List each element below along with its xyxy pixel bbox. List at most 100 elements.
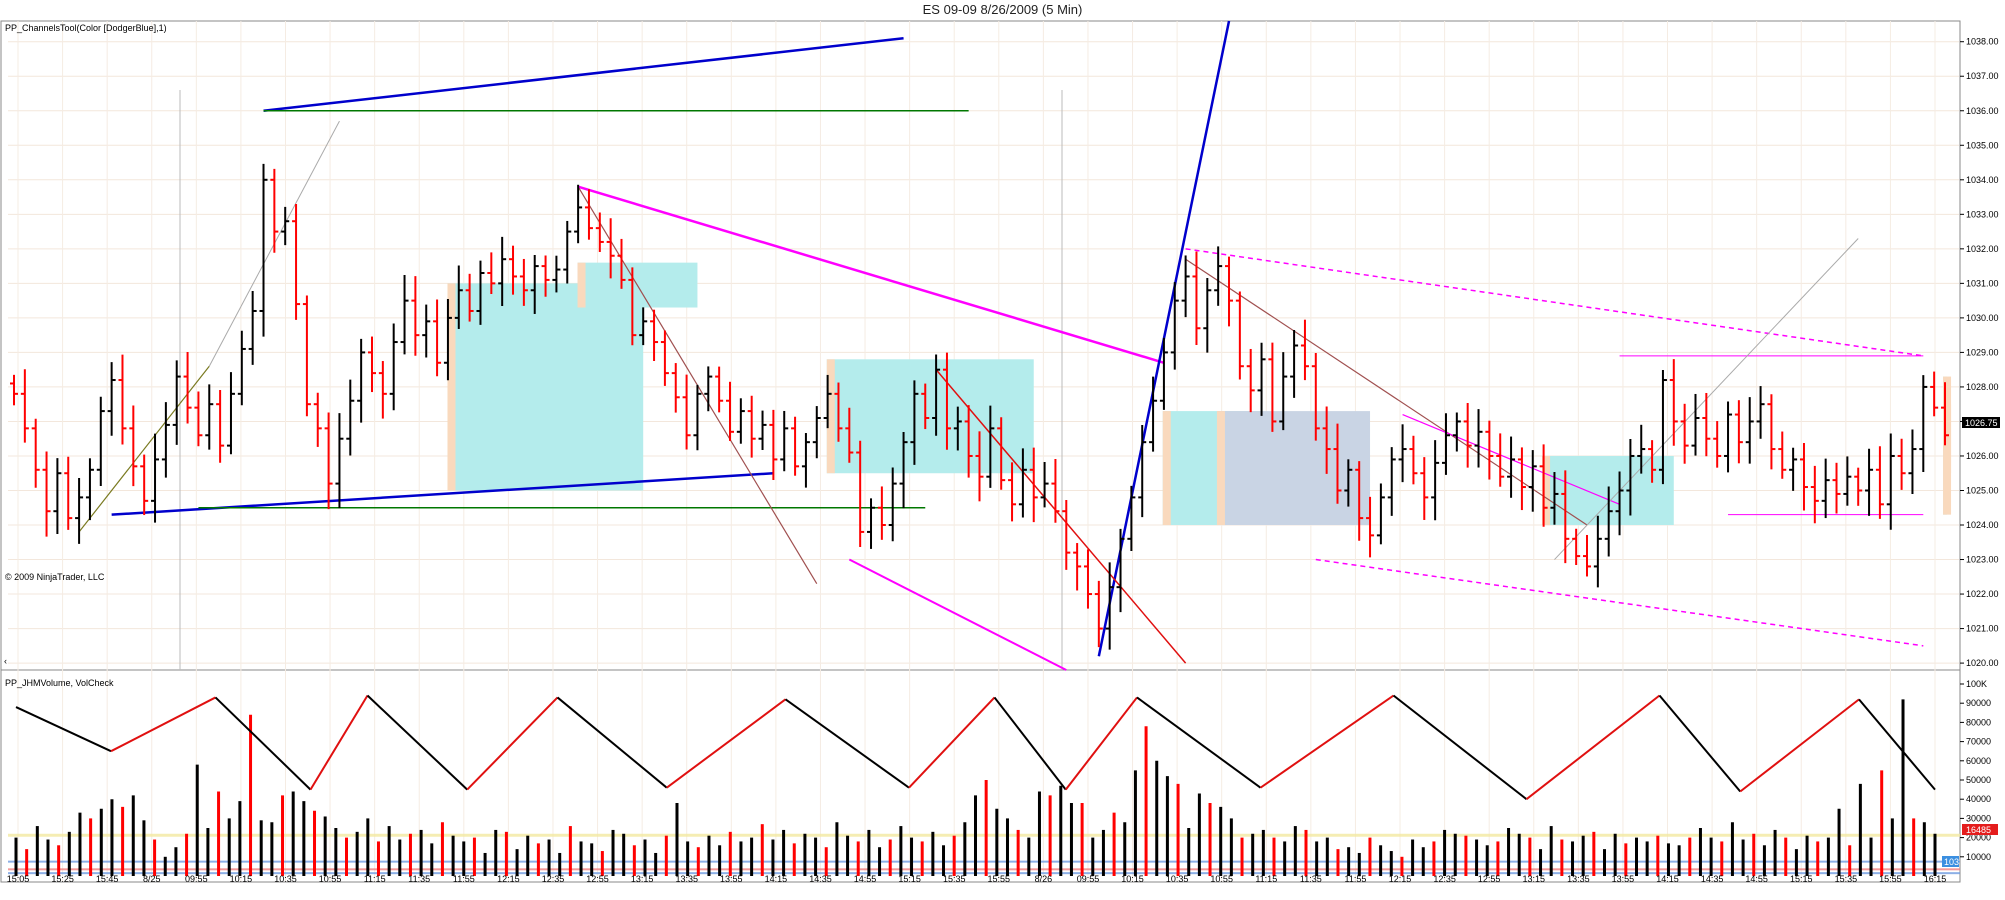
volume-panel-frame: [0, 669, 1961, 883]
channel-line: [263, 37, 904, 112]
channel-line: [1185, 248, 1924, 357]
axes: 1020.00 1021.00 1022.00 1023.00 1024.00 1025.…: [7, 37, 1999, 884]
price-tick-label: 1025.00: [1966, 485, 1999, 495]
volume-tick-label: 20000: [1966, 833, 1991, 843]
volume-zigzag-segment: [993, 696, 1067, 791]
volume-tick-label: 80000: [1966, 717, 1991, 727]
price-tick-label: 1021.00: [1966, 624, 1999, 634]
time-tick-label: 14:35: [1701, 874, 1724, 884]
current-price-badge-bg: [1962, 417, 2000, 428]
price-tick-label: 1029.00: [1966, 347, 1999, 357]
zone-edge: [1162, 411, 1171, 526]
gridlines: [8, 21, 1959, 882]
price-panel-frame: [0, 20, 1961, 671]
time-tick-label: 15:35: [1835, 874, 1858, 884]
time-tick-label: 10:55: [319, 874, 342, 884]
price-tick-label: 1030.00: [1966, 313, 1999, 323]
zone-rect: [1216, 411, 1371, 526]
volume-zigzag-segment: [366, 694, 468, 791]
chart-canvas[interactable]: 1020.00 1021.00 1022.00 1023.00 1024.00 1025.…: [0, 20, 2005, 900]
volume-zigzag: [15, 694, 1936, 800]
zone-edge: [1216, 411, 1225, 526]
volume-tick-label: 90000: [1966, 698, 1991, 708]
time-tick-label: 11:15: [1255, 874, 1277, 884]
channel-line: [935, 369, 1187, 664]
time-tick-label: 14:35: [809, 874, 832, 884]
time-tick-label: 8/25: [143, 874, 161, 884]
price-tick-label: 1033.00: [1966, 209, 1999, 219]
time-tick-label: 16:15: [1924, 874, 1947, 884]
volume-tick-label: 60000: [1966, 756, 1991, 766]
time-tick-label: 13:15: [631, 874, 654, 884]
time-tick-label: 15:15: [898, 874, 921, 884]
time-tick-label: 15:55: [1879, 874, 1902, 884]
time-tick-label: 11:55: [453, 874, 475, 884]
price-indicator-label: PP_ChannelsTool(Color [DodgerBlue],1): [5, 23, 167, 33]
price-tick-label: 1032.00: [1966, 244, 1999, 254]
volume-zigzag-segment: [1392, 694, 1528, 800]
price-tick-label: 1037.00: [1966, 71, 1999, 81]
time-tick-label: 10:35: [1166, 874, 1189, 884]
time-tick-label: 09:55: [1077, 874, 1100, 884]
time-tick-label: 13:35: [675, 874, 698, 884]
channel-line: [1315, 558, 1924, 647]
volume-zigzag-segment: [309, 695, 369, 791]
copyright-label: © 2009 NinjaTrader, LLC: [5, 572, 105, 582]
zone-edge: [1943, 455, 1952, 515]
time-tick-label: 15:05: [7, 874, 30, 884]
time-tick-label: 15:55: [988, 874, 1011, 884]
price-tick-label: 1034.00: [1966, 175, 1999, 185]
time-tick-label: 12:35: [1433, 874, 1456, 884]
time-tick-label: 10:55: [1210, 874, 1233, 884]
current-volume-badge: 16485: [1966, 825, 1991, 835]
time-tick-label: 15:25: [51, 874, 74, 884]
volume-zigzag-segment: [784, 698, 910, 789]
time-tick-label: 11:35: [1300, 874, 1322, 884]
zone-edge: [1943, 376, 1952, 456]
volume-tick-label: 50000: [1966, 775, 1991, 785]
volume-zigzag-segment: [1136, 696, 1262, 789]
time-tick-label: 15:45: [96, 874, 119, 884]
time-tick-label: 14:55: [854, 874, 877, 884]
price-bars: [10, 163, 1949, 650]
volume-indicator-label: PP_JHMVolume, VolCheck: [5, 678, 114, 688]
time-tick-label: 11:35: [408, 874, 430, 884]
price-tick-label: 1020.00: [1966, 658, 1999, 668]
volume-tick-label: 100K: [1966, 679, 1987, 689]
price-tick-label: 1038.00: [1966, 37, 1999, 47]
price-tick-label: 1035.00: [1966, 140, 1999, 150]
price-tick-label: 1028.00: [1966, 382, 1999, 392]
volume-zigzag-segment: [908, 696, 996, 789]
time-tick-label: 10:15: [230, 874, 253, 884]
time-tick-label: 10:35: [274, 874, 297, 884]
time-tick-label: 12:15: [497, 874, 520, 884]
time-tick-label: 12:35: [542, 874, 565, 884]
volume-bars: [14, 699, 1937, 876]
volume-tick-label: 40000: [1966, 794, 1991, 804]
volume-tick-label: 70000: [1966, 737, 1991, 747]
price-tick-label: 1026.00: [1966, 451, 1999, 461]
channel-line: [1185, 258, 1588, 526]
volume-tick-label: 10000: [1966, 852, 1991, 862]
zones: [447, 262, 1952, 526]
volume-band: [8, 868, 1960, 871]
volume-band: [8, 872, 1960, 875]
channel-line: [577, 185, 1165, 364]
time-tick-label: 11:55: [1345, 874, 1367, 884]
time-tick-label: 10:15: [1121, 874, 1144, 884]
zone-rect: [826, 359, 1034, 474]
zone-edge: [826, 359, 835, 474]
volume-zigzag-segment: [1658, 694, 1742, 793]
time-tick-label: 14:15: [1656, 874, 1679, 884]
time-tick-label: 14:55: [1745, 874, 1768, 884]
price-tick-label: 1036.00: [1966, 106, 1999, 116]
volume-zigzag-segment: [1858, 698, 1936, 791]
price-tick-label: 1022.00: [1966, 589, 1999, 599]
volume-zigzag-segment: [214, 696, 312, 791]
time-tick-label: 12:15: [1389, 874, 1412, 884]
time-tick-label: 13:35: [1567, 874, 1590, 884]
time-tick-label: 14:15: [765, 874, 788, 884]
scroll-left-icon[interactable]: ‹: [4, 656, 7, 666]
volume-tick-label: 30000: [1966, 813, 1991, 823]
time-tick-label: 12:55: [1478, 874, 1501, 884]
